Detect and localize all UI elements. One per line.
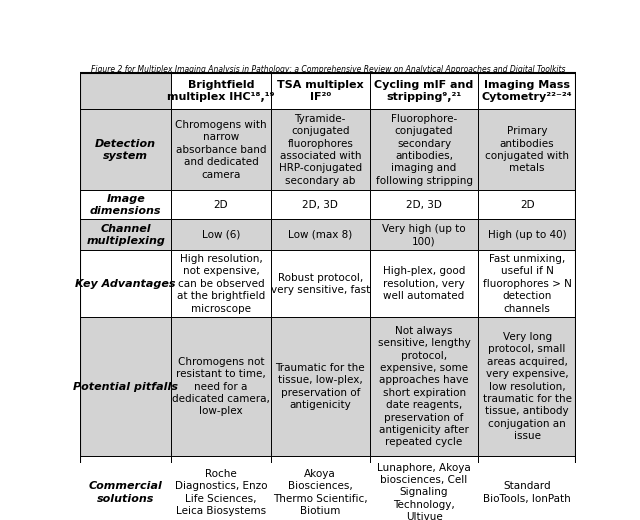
Bar (478, 109, 576, 190)
Text: Lunaphore, Akoya
biosciences, Cell
Signaling
Technology,
Ultivue: Lunaphore, Akoya biosciences, Cell Signa… (377, 463, 471, 520)
Text: Cycling mIF and
stripping⁹,²¹: Cycling mIF and stripping⁹,²¹ (374, 80, 474, 102)
Bar (370, 73, 478, 109)
Text: Chromogens with
narrow
absorbance band
and dedicated
camera: Chromogens with narrow absorbance band a… (175, 120, 267, 179)
Bar (172, 73, 271, 109)
Bar (271, 250, 370, 317)
Bar (370, 109, 478, 190)
Bar (271, 456, 370, 520)
Bar (172, 456, 271, 520)
Bar (80, 109, 172, 190)
Bar (370, 456, 478, 520)
Text: Roche
Diagnostics, Enzo
Life Sciences,
Leica Biosystems: Roche Diagnostics, Enzo Life Sciences, L… (175, 469, 268, 516)
Bar (271, 219, 370, 250)
Bar (370, 219, 478, 250)
Text: Low (6): Low (6) (202, 230, 240, 240)
Bar (370, 250, 478, 317)
Bar (80, 73, 172, 109)
Text: Brightfield
multiplex IHC¹⁸,¹⁹: Brightfield multiplex IHC¹⁸,¹⁹ (167, 80, 275, 102)
Bar (478, 219, 576, 250)
Text: Commercial
solutions: Commercial solutions (89, 481, 163, 504)
Text: High resolution,
not expensive,
can be observed
at the brightfield
microscope: High resolution, not expensive, can be o… (177, 254, 265, 314)
Bar (80, 219, 172, 250)
Text: Very long
protocol, small
areas acquired,
very expensive,
low resolution,
trauma: Very long protocol, small areas acquired… (483, 332, 572, 441)
Bar (172, 190, 271, 219)
Text: Potential pitfalls: Potential pitfalls (73, 382, 178, 392)
Text: Tyramide-
conjugated
fluorophores
associated with
HRP-conjugated
secondary ab: Tyramide- conjugated fluorophores associ… (278, 114, 362, 186)
Bar (80, 250, 172, 317)
Text: Key Advantages: Key Advantages (76, 279, 176, 289)
Text: Fluorophore-
conjugated
secondary
antibodies,
imaging and
following stripping: Fluorophore- conjugated secondary antibo… (376, 114, 472, 186)
Bar (478, 190, 576, 219)
Text: Image
dimensions: Image dimensions (90, 193, 161, 216)
Text: Akoya
Biosciences,
Thermo Scientific,
Biotium: Akoya Biosciences, Thermo Scientific, Bi… (273, 469, 367, 516)
Text: Fast unmixing,
useful if N
fluorophores > N
detection
channels: Fast unmixing, useful if N fluorophores … (483, 254, 572, 314)
Text: Imaging Mass
Cytometry²²⁻²⁴: Imaging Mass Cytometry²²⁻²⁴ (482, 80, 573, 102)
Text: Standard
BioTools, IonPath: Standard BioTools, IonPath (483, 481, 571, 504)
Bar (80, 456, 172, 520)
Bar (172, 250, 271, 317)
Text: Traumatic for the
tissue, low-plex,
preservation of
antigenicity: Traumatic for the tissue, low-plex, pres… (275, 363, 365, 410)
Bar (172, 317, 271, 456)
Bar (80, 317, 172, 456)
Text: Figure 2 for Multiplex Imaging Analysis in Pathology: a Comprehensive Review on : Figure 2 for Multiplex Imaging Analysis … (91, 66, 565, 74)
Text: TSA multiplex
IF²⁰: TSA multiplex IF²⁰ (277, 80, 364, 102)
Bar (478, 73, 576, 109)
Bar (271, 190, 370, 219)
Text: High (up to 40): High (up to 40) (488, 230, 566, 240)
Bar (370, 317, 478, 456)
Text: 2D, 3D: 2D, 3D (302, 200, 338, 210)
Text: 2D: 2D (520, 200, 534, 210)
Text: 2D, 3D: 2D, 3D (406, 200, 442, 210)
Text: High-plex, good
resolution, very
well automated: High-plex, good resolution, very well au… (383, 266, 465, 301)
Text: Robust protocol,
very sensitive, fast: Robust protocol, very sensitive, fast (271, 272, 370, 295)
Text: 2D: 2D (214, 200, 228, 210)
Text: Detection
system: Detection system (95, 139, 156, 161)
Text: Chromogens not
resistant to time,
need for a
dedicated camera,
low-plex: Chromogens not resistant to time, need f… (172, 357, 270, 417)
Bar (478, 317, 576, 456)
Bar (271, 317, 370, 456)
Text: Low (max 8): Low (max 8) (288, 230, 353, 240)
Bar (80, 190, 172, 219)
Bar (271, 73, 370, 109)
Bar (172, 219, 271, 250)
Text: Primary
antibodies
conjugated with
metals: Primary antibodies conjugated with metal… (485, 126, 569, 173)
Bar (271, 109, 370, 190)
Text: Channel
multiplexing: Channel multiplexing (86, 224, 165, 246)
Text: Very high (up to
100): Very high (up to 100) (382, 224, 466, 246)
Bar (370, 190, 478, 219)
Bar (172, 109, 271, 190)
Bar (478, 250, 576, 317)
Text: Not always
sensitive, lengthy
protocol,
expensive, some
approaches have
short ex: Not always sensitive, lengthy protocol, … (378, 326, 470, 447)
Bar (478, 456, 576, 520)
